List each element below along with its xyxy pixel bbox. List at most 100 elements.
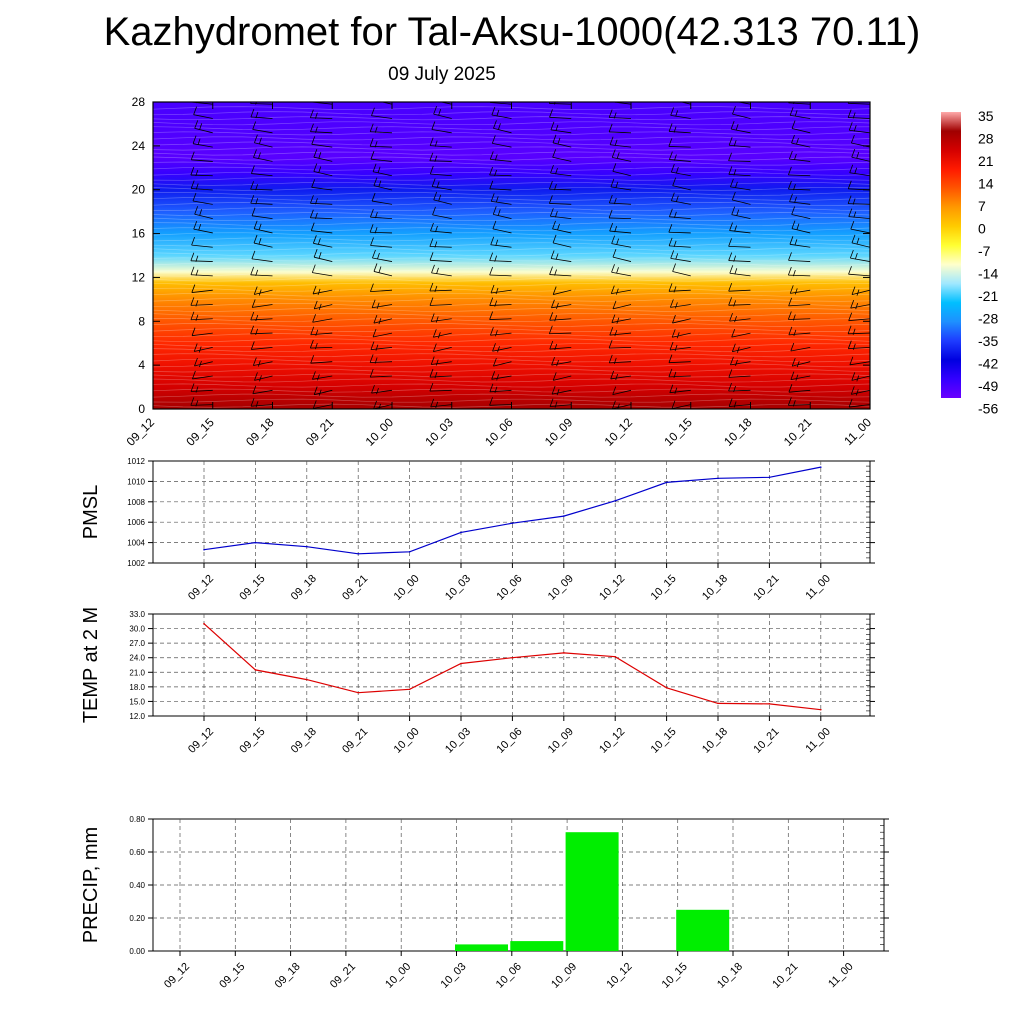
wind-barb <box>311 179 333 191</box>
y-tick-label: 15.0 <box>129 697 145 706</box>
x-tick-label: 10_00 <box>392 573 422 603</box>
wind-barb <box>493 357 512 367</box>
colorbar-labels: 35 28 21 14 7 0 -7 -14 -21 -28 -35 -42 -49 -56 <box>978 108 998 417</box>
wind-barb <box>309 209 333 220</box>
wind-barb <box>732 105 751 119</box>
contour-line <box>153 222 870 227</box>
y-tick-label: 0.20 <box>129 914 145 923</box>
wind-barb <box>728 398 751 408</box>
colorbar-label: -56 <box>978 401 998 417</box>
wind-barb <box>489 383 512 393</box>
wind-barb <box>492 220 512 234</box>
wind-barb <box>193 343 213 353</box>
wind-barb <box>610 370 632 381</box>
wind-barb <box>250 341 273 350</box>
x-tick-label: 11_00 <box>803 573 833 603</box>
temp2m-panel: 12.0 15.0 18.0 21.0 24.0 27.0 30.0 33.0 09_12 09_… <box>80 607 875 756</box>
contour-line <box>153 272 870 277</box>
contour-line <box>153 333 870 338</box>
wind-barb <box>729 222 751 234</box>
contour-line <box>153 227 870 232</box>
wind-barb <box>730 121 751 134</box>
x-tick-label: 09_12 <box>162 961 192 991</box>
contour-line <box>153 358 870 363</box>
colorbar-scale <box>941 112 961 398</box>
wind-barb <box>490 193 512 205</box>
wind-barb <box>848 208 870 220</box>
wind-barb <box>250 311 273 322</box>
contour-line <box>153 212 870 216</box>
wind-barb <box>549 340 572 351</box>
x-tick-label: 09_12 <box>186 726 216 756</box>
y-tick-label: 0.80 <box>129 815 145 824</box>
x-tick-label: 09_18 <box>243 415 277 449</box>
y-tick-label: 21.0 <box>129 668 145 677</box>
wind-barb <box>194 120 213 134</box>
x-tick-label: 10_06 <box>482 415 516 449</box>
wind-barb <box>430 222 452 234</box>
wind-barb <box>433 105 452 119</box>
contour-line <box>153 307 870 312</box>
wind-barb <box>312 235 333 248</box>
wind-barb <box>608 354 632 365</box>
temp-point <box>408 688 411 691</box>
wind-barb <box>191 327 213 337</box>
contour-line <box>153 297 870 302</box>
wind-barb <box>192 370 213 380</box>
x-tick-label: 10_00 <box>383 961 413 991</box>
wind-barb <box>153 390 154 391</box>
wind-barb <box>670 192 691 205</box>
contour-line <box>153 217 870 222</box>
wind-barb <box>431 264 452 277</box>
wind-barb <box>549 398 572 408</box>
wind-barb <box>190 266 213 277</box>
x-tick-label: 10_21 <box>751 573 781 603</box>
contour-line <box>153 141 870 146</box>
wind-barb <box>430 356 452 366</box>
colorbar-label: -14 <box>978 266 998 282</box>
contour-line <box>153 262 870 267</box>
wind-barb <box>252 357 273 367</box>
wind-barb <box>153 333 154 334</box>
y-tick-label: 0.60 <box>129 848 145 857</box>
x-tick-label: 09_21 <box>340 726 370 756</box>
wind-barb <box>153 161 154 162</box>
wind-barb <box>728 152 751 162</box>
wind-barb <box>788 166 811 177</box>
wind-barb <box>153 175 154 176</box>
wind-barb <box>193 106 213 119</box>
wind-barb <box>791 357 811 368</box>
wind-barb <box>790 371 811 381</box>
wind-barb <box>848 122 870 134</box>
wind-barb <box>310 326 333 336</box>
x-tick-label: 10_03 <box>422 415 456 449</box>
wind-barb <box>429 252 452 262</box>
x-tick-label: 09_21 <box>340 573 370 603</box>
wind-barb <box>254 372 273 382</box>
pmsl-point <box>665 481 668 484</box>
wind-barb <box>728 252 751 262</box>
contour-line <box>153 368 870 373</box>
wind-barb <box>788 326 811 337</box>
chart-date: 09 July 2025 <box>388 64 496 85</box>
wind-barb <box>369 138 393 148</box>
contour-line <box>153 136 870 141</box>
colorbar-label: 14 <box>978 176 994 192</box>
pmsl-point <box>717 477 719 480</box>
wind-barb <box>549 266 572 277</box>
wind-barb <box>611 264 632 277</box>
wind-barb <box>250 325 273 335</box>
temp-point <box>563 652 565 654</box>
x-tick-label: 10_15 <box>660 961 690 991</box>
wind-barb <box>788 252 811 262</box>
wind-barb <box>791 220 811 234</box>
wind-barb <box>672 314 691 324</box>
wind-barb <box>250 398 273 408</box>
contour-line <box>153 257 870 262</box>
contour-line <box>153 161 870 166</box>
pmsl-point <box>614 499 616 502</box>
wind-barb <box>433 191 452 205</box>
wind-barb <box>549 208 572 220</box>
wind-barb <box>729 312 751 323</box>
wind-barb <box>610 178 632 191</box>
